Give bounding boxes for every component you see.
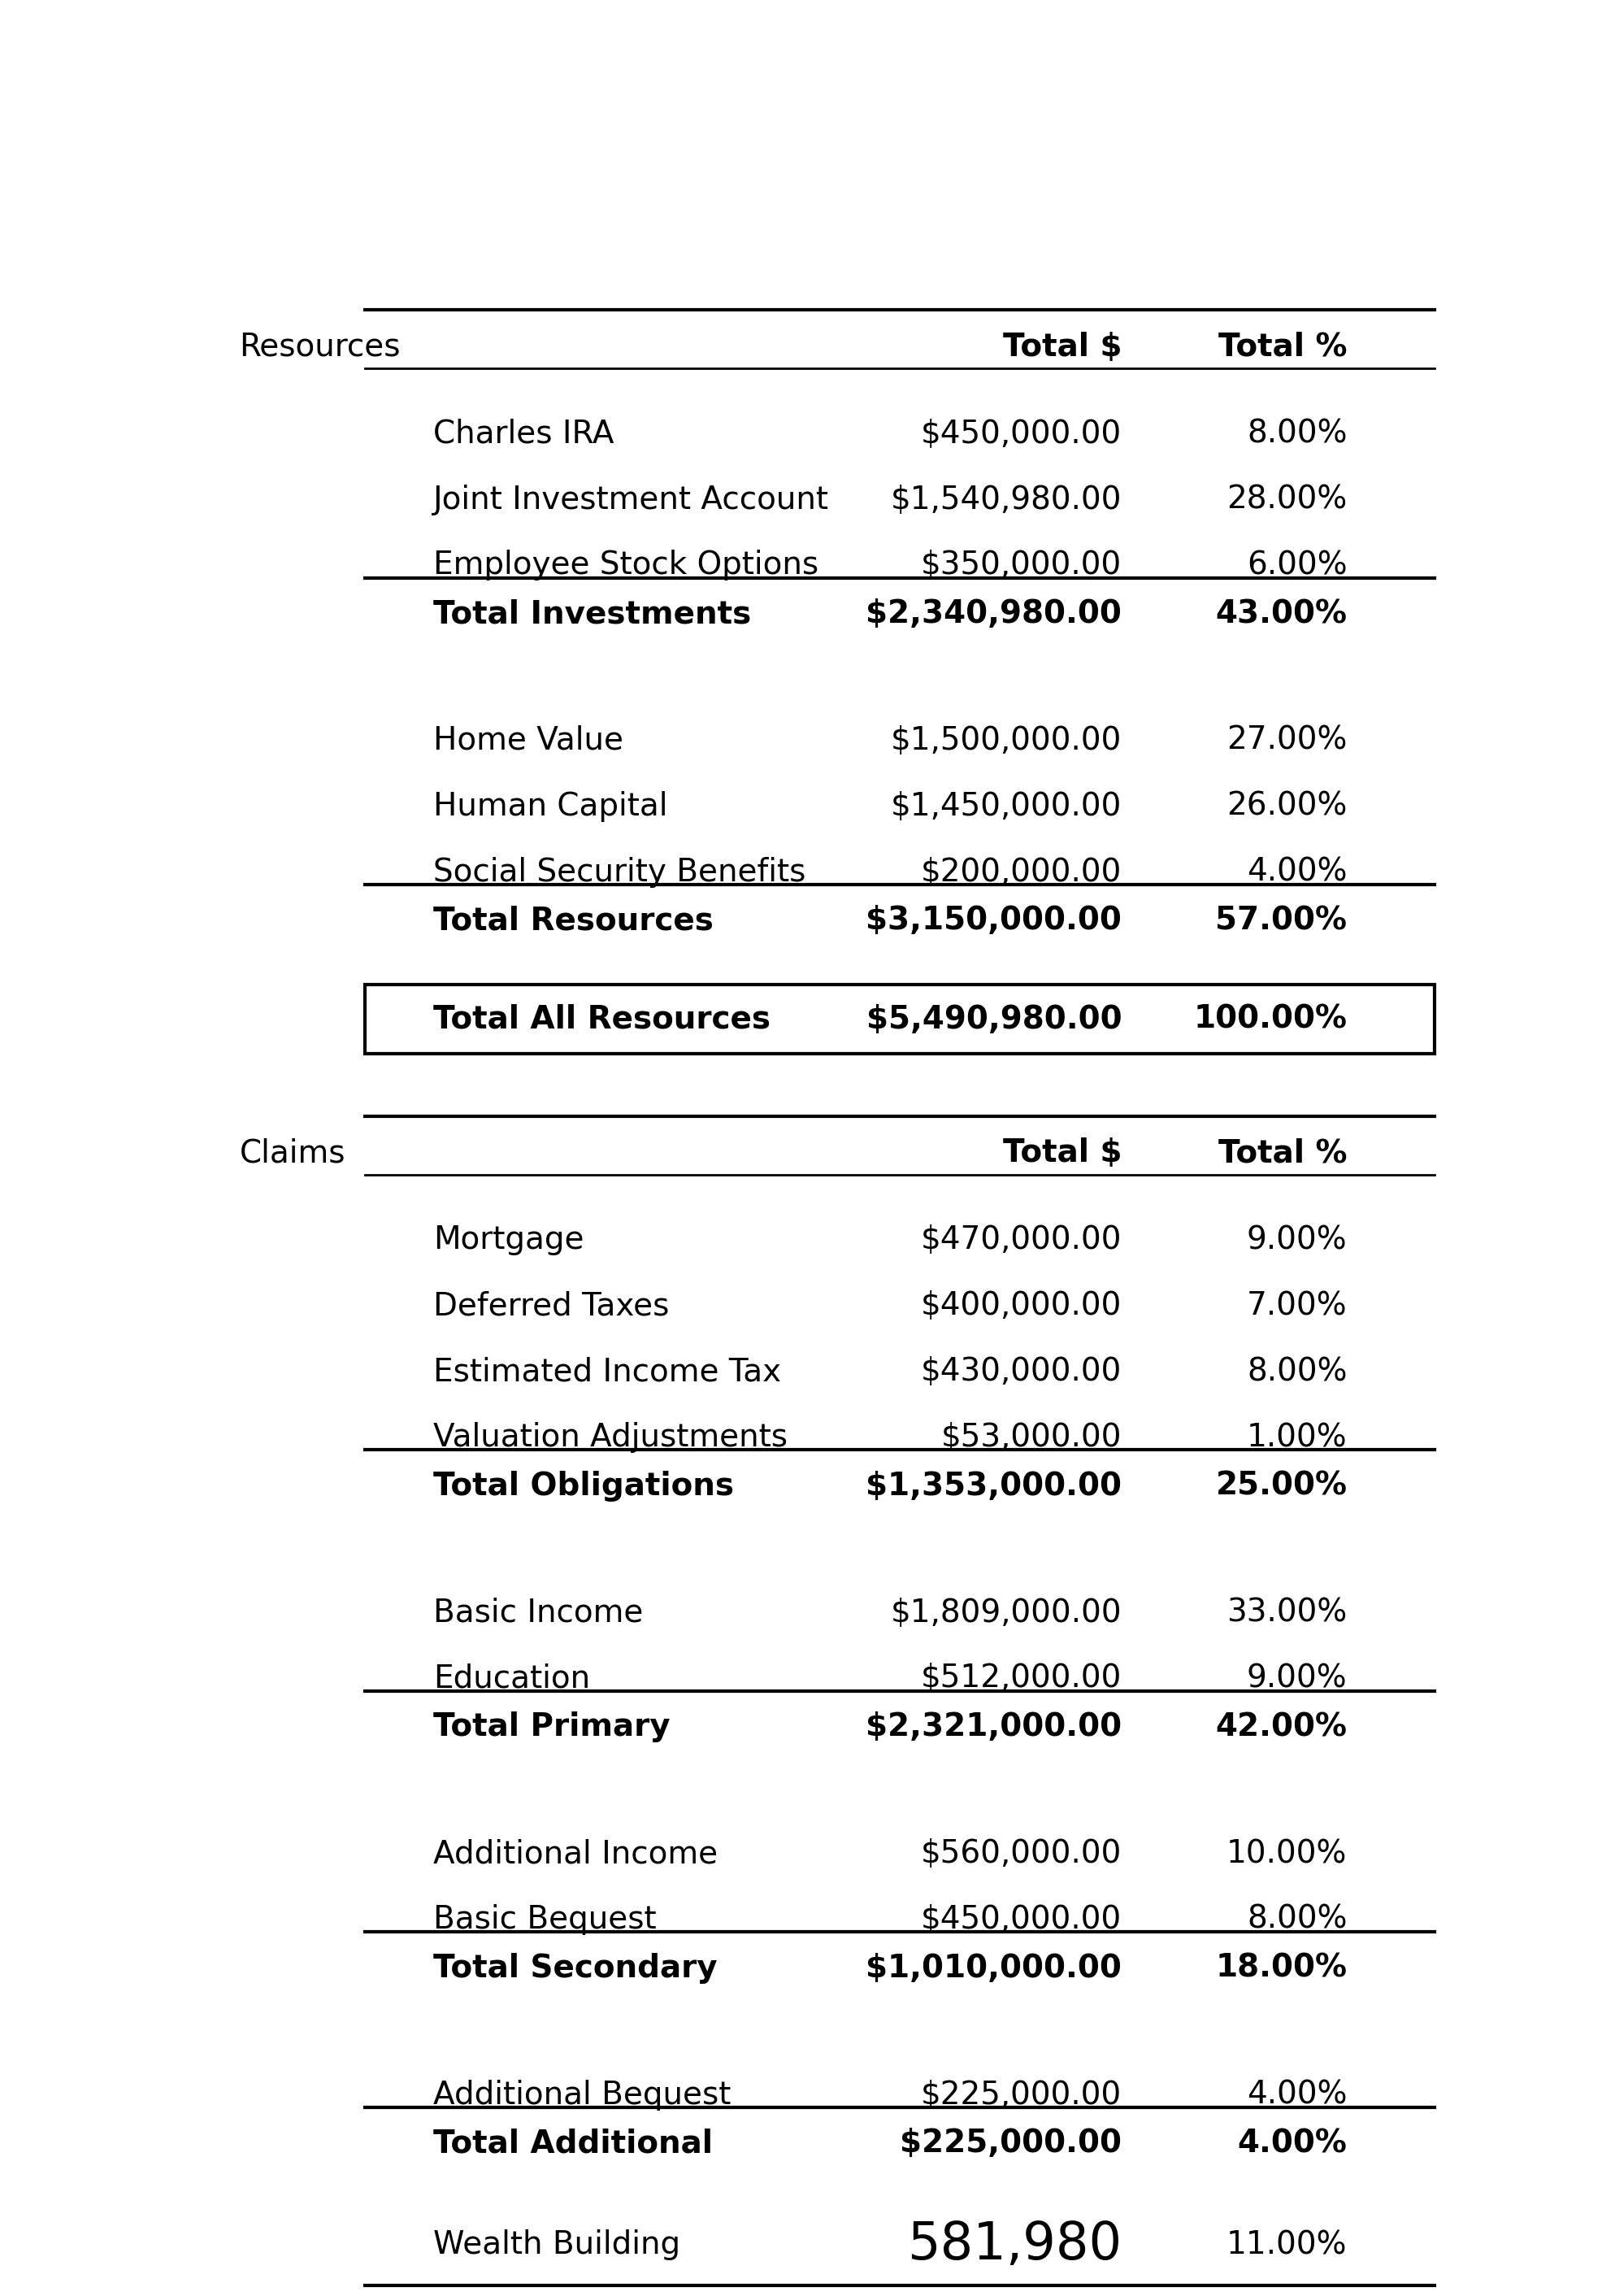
Text: 100.00%: 100.00% bbox=[1193, 1003, 1347, 1035]
Text: Home Value: Home Value bbox=[433, 726, 623, 755]
Text: $2,340,980.00: $2,340,980.00 bbox=[866, 599, 1122, 629]
Text: 8.00%: 8.00% bbox=[1247, 418, 1347, 450]
Text: 4.00%: 4.00% bbox=[1247, 2080, 1347, 2110]
Text: Total $: Total $ bbox=[1003, 1139, 1122, 1169]
Text: Total Obligations: Total Obligations bbox=[433, 1469, 735, 1502]
Text: 4.00%: 4.00% bbox=[1247, 856, 1347, 889]
Text: 18.00%: 18.00% bbox=[1216, 1952, 1347, 1984]
Text: $3,150,000.00: $3,150,000.00 bbox=[866, 905, 1122, 937]
Text: $560,000.00: $560,000.00 bbox=[921, 1839, 1122, 1869]
Text: Deferred Taxes: Deferred Taxes bbox=[433, 1290, 670, 1322]
Text: 581,980: 581,980 bbox=[908, 2220, 1122, 2271]
Text: Basic Bequest: Basic Bequest bbox=[433, 1903, 657, 1936]
Text: $512,000.00: $512,000.00 bbox=[921, 1662, 1122, 1694]
Text: Total All Resources: Total All Resources bbox=[433, 1003, 770, 1035]
Text: $430,000.00: $430,000.00 bbox=[921, 1357, 1122, 1387]
Text: 8.00%: 8.00% bbox=[1247, 1903, 1347, 1936]
Text: Total %: Total % bbox=[1218, 331, 1347, 363]
Text: Employee Stock Options: Employee Stock Options bbox=[433, 551, 819, 581]
Text: Additional Income: Additional Income bbox=[433, 1839, 719, 1869]
Text: 9.00%: 9.00% bbox=[1247, 1224, 1347, 1256]
Text: $225,000.00: $225,000.00 bbox=[900, 2128, 1122, 2158]
Text: Education: Education bbox=[433, 1662, 591, 1694]
Text: Wealth Building: Wealth Building bbox=[433, 2229, 680, 2262]
Text: 4.00%: 4.00% bbox=[1237, 2128, 1347, 2158]
Text: $1,809,000.00: $1,809,000.00 bbox=[890, 1598, 1122, 1628]
Text: 10.00%: 10.00% bbox=[1226, 1839, 1347, 1869]
Text: $225,000.00: $225,000.00 bbox=[921, 2080, 1122, 2110]
Text: $53,000.00: $53,000.00 bbox=[942, 1421, 1122, 1453]
Text: Human Capital: Human Capital bbox=[433, 790, 669, 822]
Text: 33.00%: 33.00% bbox=[1227, 1598, 1347, 1628]
Text: 11.00%: 11.00% bbox=[1226, 2229, 1347, 2262]
Text: 25.00%: 25.00% bbox=[1216, 1469, 1347, 1502]
Text: 28.00%: 28.00% bbox=[1227, 484, 1347, 514]
Text: $350,000.00: $350,000.00 bbox=[921, 551, 1122, 581]
Text: Total Secondary: Total Secondary bbox=[433, 1952, 717, 1984]
Text: $400,000.00: $400,000.00 bbox=[921, 1290, 1122, 1322]
Text: Joint Investment Account: Joint Investment Account bbox=[433, 484, 828, 514]
Text: 8.00%: 8.00% bbox=[1247, 1357, 1347, 1387]
Text: 27.00%: 27.00% bbox=[1226, 726, 1347, 755]
Text: $5,490,980.00: $5,490,980.00 bbox=[866, 1003, 1122, 1035]
Text: Total Primary: Total Primary bbox=[433, 1711, 670, 1743]
Text: Resources: Resources bbox=[239, 331, 401, 363]
Text: 57.00%: 57.00% bbox=[1216, 905, 1347, 937]
Text: Total $: Total $ bbox=[1003, 331, 1122, 363]
Text: $450,000.00: $450,000.00 bbox=[921, 1903, 1122, 1936]
Bar bbox=[365, 985, 1434, 1054]
Text: 26.00%: 26.00% bbox=[1226, 790, 1347, 822]
Text: $1,450,000.00: $1,450,000.00 bbox=[891, 790, 1122, 822]
Text: Valuation Adjustments: Valuation Adjustments bbox=[433, 1421, 788, 1453]
Text: $1,353,000.00: $1,353,000.00 bbox=[866, 1469, 1122, 1502]
Text: $200,000.00: $200,000.00 bbox=[921, 856, 1122, 889]
Text: $470,000.00: $470,000.00 bbox=[921, 1224, 1122, 1256]
Text: Mortgage: Mortgage bbox=[433, 1224, 585, 1256]
Text: $450,000.00: $450,000.00 bbox=[921, 418, 1122, 450]
Text: $1,010,000.00: $1,010,000.00 bbox=[866, 1952, 1122, 1984]
Text: 6.00%: 6.00% bbox=[1247, 551, 1347, 581]
Text: Total Investments: Total Investments bbox=[433, 599, 751, 629]
Text: Estimated Income Tax: Estimated Income Tax bbox=[433, 1357, 782, 1387]
Text: Basic Income: Basic Income bbox=[433, 1598, 643, 1628]
Text: Additional Bequest: Additional Bequest bbox=[433, 2080, 732, 2110]
Text: Social Security Benefits: Social Security Benefits bbox=[433, 856, 806, 889]
Text: $2,321,000.00: $2,321,000.00 bbox=[866, 1711, 1122, 1743]
Text: Total Resources: Total Resources bbox=[433, 905, 714, 937]
Text: $1,500,000.00: $1,500,000.00 bbox=[891, 726, 1122, 755]
Text: 9.00%: 9.00% bbox=[1247, 1662, 1347, 1694]
Text: Total Additional: Total Additional bbox=[433, 2128, 714, 2158]
Text: Total %: Total % bbox=[1218, 1139, 1347, 1169]
Text: $1,540,980.00: $1,540,980.00 bbox=[890, 484, 1122, 514]
Text: 43.00%: 43.00% bbox=[1216, 599, 1347, 629]
Text: Charles IRA: Charles IRA bbox=[433, 418, 614, 450]
Text: Claims: Claims bbox=[239, 1139, 346, 1169]
Text: 1.00%: 1.00% bbox=[1247, 1421, 1347, 1453]
Text: 42.00%: 42.00% bbox=[1216, 1711, 1347, 1743]
Text: 7.00%: 7.00% bbox=[1247, 1290, 1347, 1322]
